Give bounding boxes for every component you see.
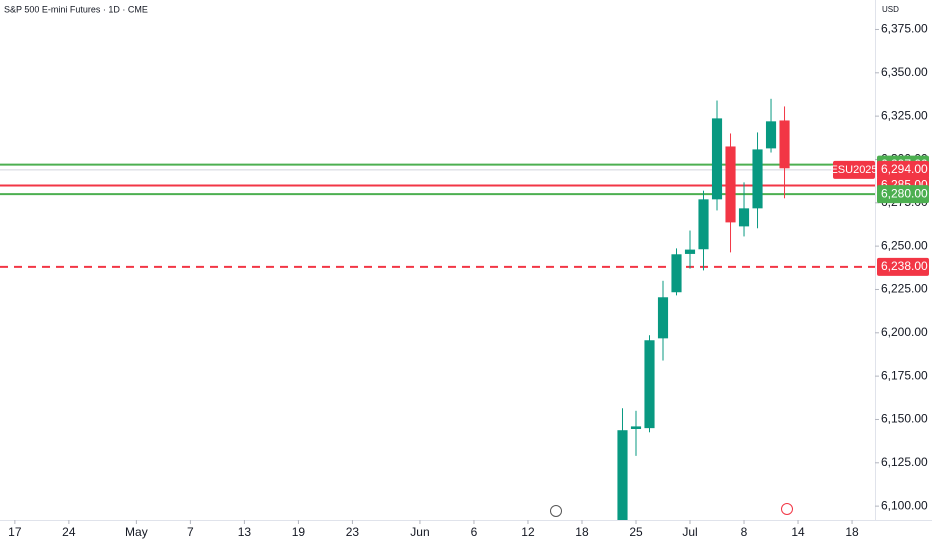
y-tick-label: 6,375.00 [881, 22, 928, 36]
symbol-tag-label: ESU2025 [830, 164, 877, 176]
x-tick-label: 12 [521, 525, 535, 539]
x-tick-label: 7 [187, 525, 194, 539]
x-tick-label: 8 [741, 525, 748, 539]
x-tick-label: 25 [629, 525, 643, 539]
plot [0, 98, 875, 520]
y-tick-label: 6,200.00 [881, 325, 928, 339]
candle-body [779, 120, 790, 169]
x-tick-label: 14 [791, 525, 805, 539]
candle-body [711, 118, 723, 200]
y-tick-label: 6,350.00 [881, 65, 928, 79]
x-tick-label: 19 [292, 525, 306, 539]
candle-body [725, 146, 736, 223]
currency-label: USD [882, 5, 899, 14]
y-tick-label: 6,225.00 [881, 282, 928, 296]
replay-icon[interactable] [550, 505, 562, 517]
candle-body [671, 254, 682, 293]
price-tag-label: 6,280.00 [881, 186, 928, 200]
price-tag-label: 6,238.00 [881, 259, 928, 273]
y-tick-label: 6,250.00 [881, 238, 928, 252]
candle-body [698, 199, 709, 250]
candle-body [752, 149, 763, 209]
y-tick-label: 6,175.00 [881, 368, 928, 382]
candle-body [644, 340, 655, 429]
price-tag [877, 257, 929, 276]
candle-body [765, 121, 777, 149]
x-tick-label: 6 [471, 525, 478, 539]
x-tick-label: Jul [682, 525, 697, 539]
candle-body [630, 426, 642, 429]
x-tick-label: 23 [346, 525, 360, 539]
y-tick-label: 6,150.00 [881, 412, 928, 426]
y-tick-label: 6,325.00 [881, 108, 928, 122]
chart-title: S&P 500 E-mini Futures · 1D · CME [4, 4, 148, 14]
x-tick-label: Jun [410, 525, 429, 539]
x-tick-label: 13 [238, 525, 252, 539]
price-tag-label: 6,294.00 [881, 162, 928, 176]
symbol-tag [833, 160, 875, 179]
y-tick-label: 6,125.00 [881, 455, 928, 469]
x-tick-label: 17 [8, 525, 22, 539]
y-tick-label: 6,100.00 [881, 498, 928, 512]
candle-body [617, 430, 628, 520]
candle-body [684, 249, 696, 254]
candle-body [738, 208, 750, 227]
x-tick-label: 18 [575, 525, 589, 539]
icon-circle [550, 505, 562, 517]
icon-circle [781, 503, 793, 515]
candle-body [657, 297, 669, 339]
price-tag [877, 160, 929, 179]
x-tick-label: 24 [62, 525, 76, 539]
price-tag [877, 185, 929, 204]
x-tick-label: May [125, 525, 148, 539]
x-tick-label: 18 [845, 525, 859, 539]
event-icon[interactable] [781, 503, 793, 515]
